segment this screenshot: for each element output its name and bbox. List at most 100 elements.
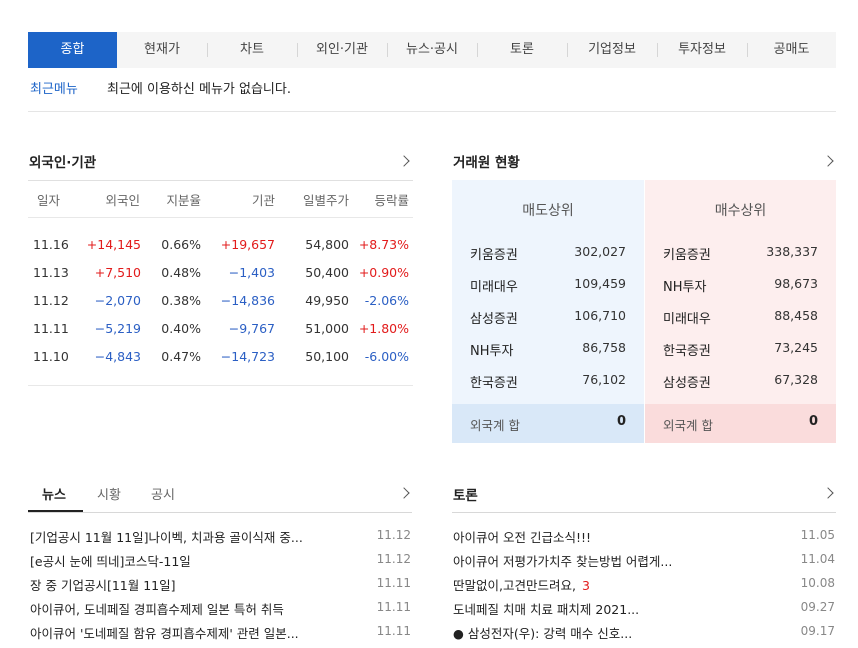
table-cell-ratio: 0.40% bbox=[161, 321, 201, 336]
tab-chart[interactable]: 차트 bbox=[240, 42, 264, 57]
discussion-item[interactable]: 아이큐어 오전 긴급소식!!! bbox=[453, 527, 773, 546]
divider bbox=[28, 385, 413, 386]
recent-menu-label[interactable]: 최근메뉴 bbox=[30, 82, 78, 97]
table-cell-institution: −14,836 bbox=[220, 293, 275, 308]
tab-short-selling[interactable]: 공매도 bbox=[773, 42, 810, 57]
table-cell-change: +1.80% bbox=[358, 321, 409, 336]
tab-divider bbox=[657, 43, 658, 57]
news-item-date: 11.11 bbox=[376, 624, 411, 638]
broker-volume: 338,337 bbox=[766, 244, 818, 259]
table-cell-institution: −9,767 bbox=[228, 321, 275, 336]
broker-name: 한국증권 bbox=[663, 344, 711, 359]
buy-foreign-total-row: 외국계 합 0 bbox=[645, 404, 836, 443]
news-tab-market[interactable]: 시황 bbox=[97, 488, 121, 503]
broker-volume: 86,758 bbox=[582, 340, 626, 355]
foreign-total-value: 0 bbox=[616, 414, 626, 429]
col-header-ratio: 지분율 bbox=[166, 193, 201, 208]
tab-divider bbox=[747, 43, 748, 57]
divider bbox=[452, 512, 836, 513]
chevron-right-icon[interactable] bbox=[398, 155, 410, 167]
tab-divider bbox=[567, 43, 568, 57]
divider bbox=[28, 111, 836, 112]
recent-menu-message: 최근에 이용하신 메뉴가 없습니다. bbox=[107, 82, 291, 97]
broker-name: 미래대우 bbox=[470, 280, 518, 295]
discussion-item-title[interactable]: 아이큐어 오전 긴급소식!!! bbox=[453, 530, 591, 545]
broker-name: 키움증권 bbox=[470, 248, 518, 263]
news-tab-news[interactable]: 뉴스 bbox=[42, 488, 66, 503]
tab-foreign-institution[interactable]: 외인·기관 bbox=[316, 42, 368, 57]
discussion-item[interactable]: ● 삼성전자(우): 강력 매수 신호... bbox=[453, 623, 773, 642]
tab-divider bbox=[297, 43, 298, 57]
col-header-date: 일자 bbox=[37, 193, 61, 208]
discussion-item-title[interactable]: 도네페질 치매 치료 패치제 2021... bbox=[453, 602, 640, 617]
broker-volume: 88,458 bbox=[774, 308, 818, 323]
table-cell-date: 11.11 bbox=[33, 321, 69, 336]
divider bbox=[28, 217, 413, 218]
table-cell-institution: −1,403 bbox=[228, 265, 275, 280]
recent-menu-bar: 최근메뉴 최근에 이용하신 메뉴가 없습니다. bbox=[30, 80, 291, 100]
broker-name: NH투자 bbox=[470, 344, 514, 359]
chevron-right-icon[interactable] bbox=[822, 487, 834, 499]
table-cell-ratio: 0.66% bbox=[161, 237, 201, 252]
table-cell-price: 49,950 bbox=[305, 293, 349, 308]
col-header-daily-price: 일별주가 bbox=[302, 193, 349, 208]
foreign-total-label: 외국계 합 bbox=[470, 418, 520, 433]
active-tab-indicator bbox=[28, 510, 83, 512]
chevron-right-icon[interactable] bbox=[822, 155, 834, 167]
discussion-item-date: 09.17 bbox=[800, 624, 835, 638]
tab-discussion[interactable]: 토론 bbox=[510, 42, 534, 57]
divider bbox=[28, 512, 412, 513]
discussion-item-title[interactable]: ● 삼성전자(우): 강력 매수 신호... bbox=[453, 626, 633, 641]
news-tab-disclosure[interactable]: 공시 bbox=[151, 488, 175, 503]
table-cell-foreign: −2,070 bbox=[94, 293, 141, 308]
news-item-title[interactable]: 아이큐어, 도네페질 경피흡수제제 일본 특허 취득 bbox=[30, 602, 284, 617]
foreign-total-label: 외국계 합 bbox=[663, 418, 713, 433]
sell-top-header: 매도상위 bbox=[522, 203, 574, 219]
tab-summary[interactable]: 종합 bbox=[28, 32, 117, 68]
table-cell-price: 50,400 bbox=[305, 265, 349, 280]
table-cell-change: -6.00% bbox=[364, 349, 409, 364]
news-item-title[interactable]: 장 중 기업공시[11월 11일] bbox=[30, 578, 176, 593]
news-item-date: 11.12 bbox=[376, 528, 411, 542]
discussion-item[interactable]: 아이큐어 저평가가치주 찾는방법 어렵게... bbox=[453, 551, 773, 570]
broker-volume: 106,710 bbox=[574, 308, 626, 323]
table-cell-date: 11.12 bbox=[33, 293, 69, 308]
table-cell-institution: −14,723 bbox=[220, 349, 275, 364]
table-cell-price: 54,800 bbox=[305, 237, 349, 252]
col-header-change-rate: 등락률 bbox=[374, 193, 409, 208]
discussion-item-title[interactable]: 딴말없이,고견만드려요, bbox=[453, 578, 576, 593]
broker-name: NH투자 bbox=[663, 280, 707, 295]
table-cell-change: +0.90% bbox=[358, 265, 409, 280]
discussion-section-title[interactable]: 토론 bbox=[453, 488, 478, 504]
investor-section-title[interactable]: 외국인·기관 bbox=[29, 155, 97, 171]
tab-investment-info[interactable]: 투자정보 bbox=[678, 42, 726, 57]
discussion-item-title[interactable]: 아이큐어 저평가가치주 찾는방법 어렵게... bbox=[453, 554, 673, 569]
sell-foreign-total-row: 외국계 합 0 bbox=[452, 404, 644, 443]
broker-volume: 302,027 bbox=[574, 244, 626, 259]
news-item-title[interactable]: [기업공시 11월 11일]나이벡, 치과용 골이식재 중... bbox=[30, 530, 303, 545]
table-cell-price: 50,100 bbox=[305, 349, 349, 364]
discussion-item[interactable]: 딴말없이,고견만드려요, 3 bbox=[453, 575, 773, 594]
tab-company-info[interactable]: 기업정보 bbox=[588, 42, 636, 57]
table-cell-ratio: 0.47% bbox=[161, 349, 201, 364]
discussion-item-date: 11.04 bbox=[800, 552, 835, 566]
table-cell-date: 11.10 bbox=[33, 349, 69, 364]
news-item-title[interactable]: 아이큐어 '도네페질 함유 경피흡수제제' 관련 일본... bbox=[30, 626, 299, 641]
comment-count: 3 bbox=[581, 578, 590, 593]
table-cell-foreign: −4,843 bbox=[94, 349, 141, 364]
divider bbox=[28, 180, 413, 181]
discussion-item[interactable]: 도네페질 치매 치료 패치제 2021... bbox=[453, 599, 773, 618]
news-item-title[interactable]: [e공시 눈에 띄네]코스닥-11일 bbox=[30, 554, 191, 569]
table-cell-institution: +19,657 bbox=[220, 237, 275, 252]
col-header-institution: 기관 bbox=[251, 193, 275, 208]
tab-divider bbox=[387, 43, 388, 57]
tab-news-disclosure[interactable]: 뉴스·공시 bbox=[406, 42, 458, 57]
table-cell-foreign: +14,145 bbox=[86, 237, 141, 252]
tab-current-price[interactable]: 현재가 bbox=[144, 42, 180, 57]
table-cell-ratio: 0.38% bbox=[161, 293, 201, 308]
broker-name: 삼성증권 bbox=[470, 312, 518, 327]
news-item-date: 11.11 bbox=[376, 576, 411, 590]
broker-section-title[interactable]: 거래원 현황 bbox=[453, 155, 520, 171]
table-cell-ratio: 0.48% bbox=[161, 265, 201, 280]
chevron-right-icon[interactable] bbox=[398, 487, 410, 499]
